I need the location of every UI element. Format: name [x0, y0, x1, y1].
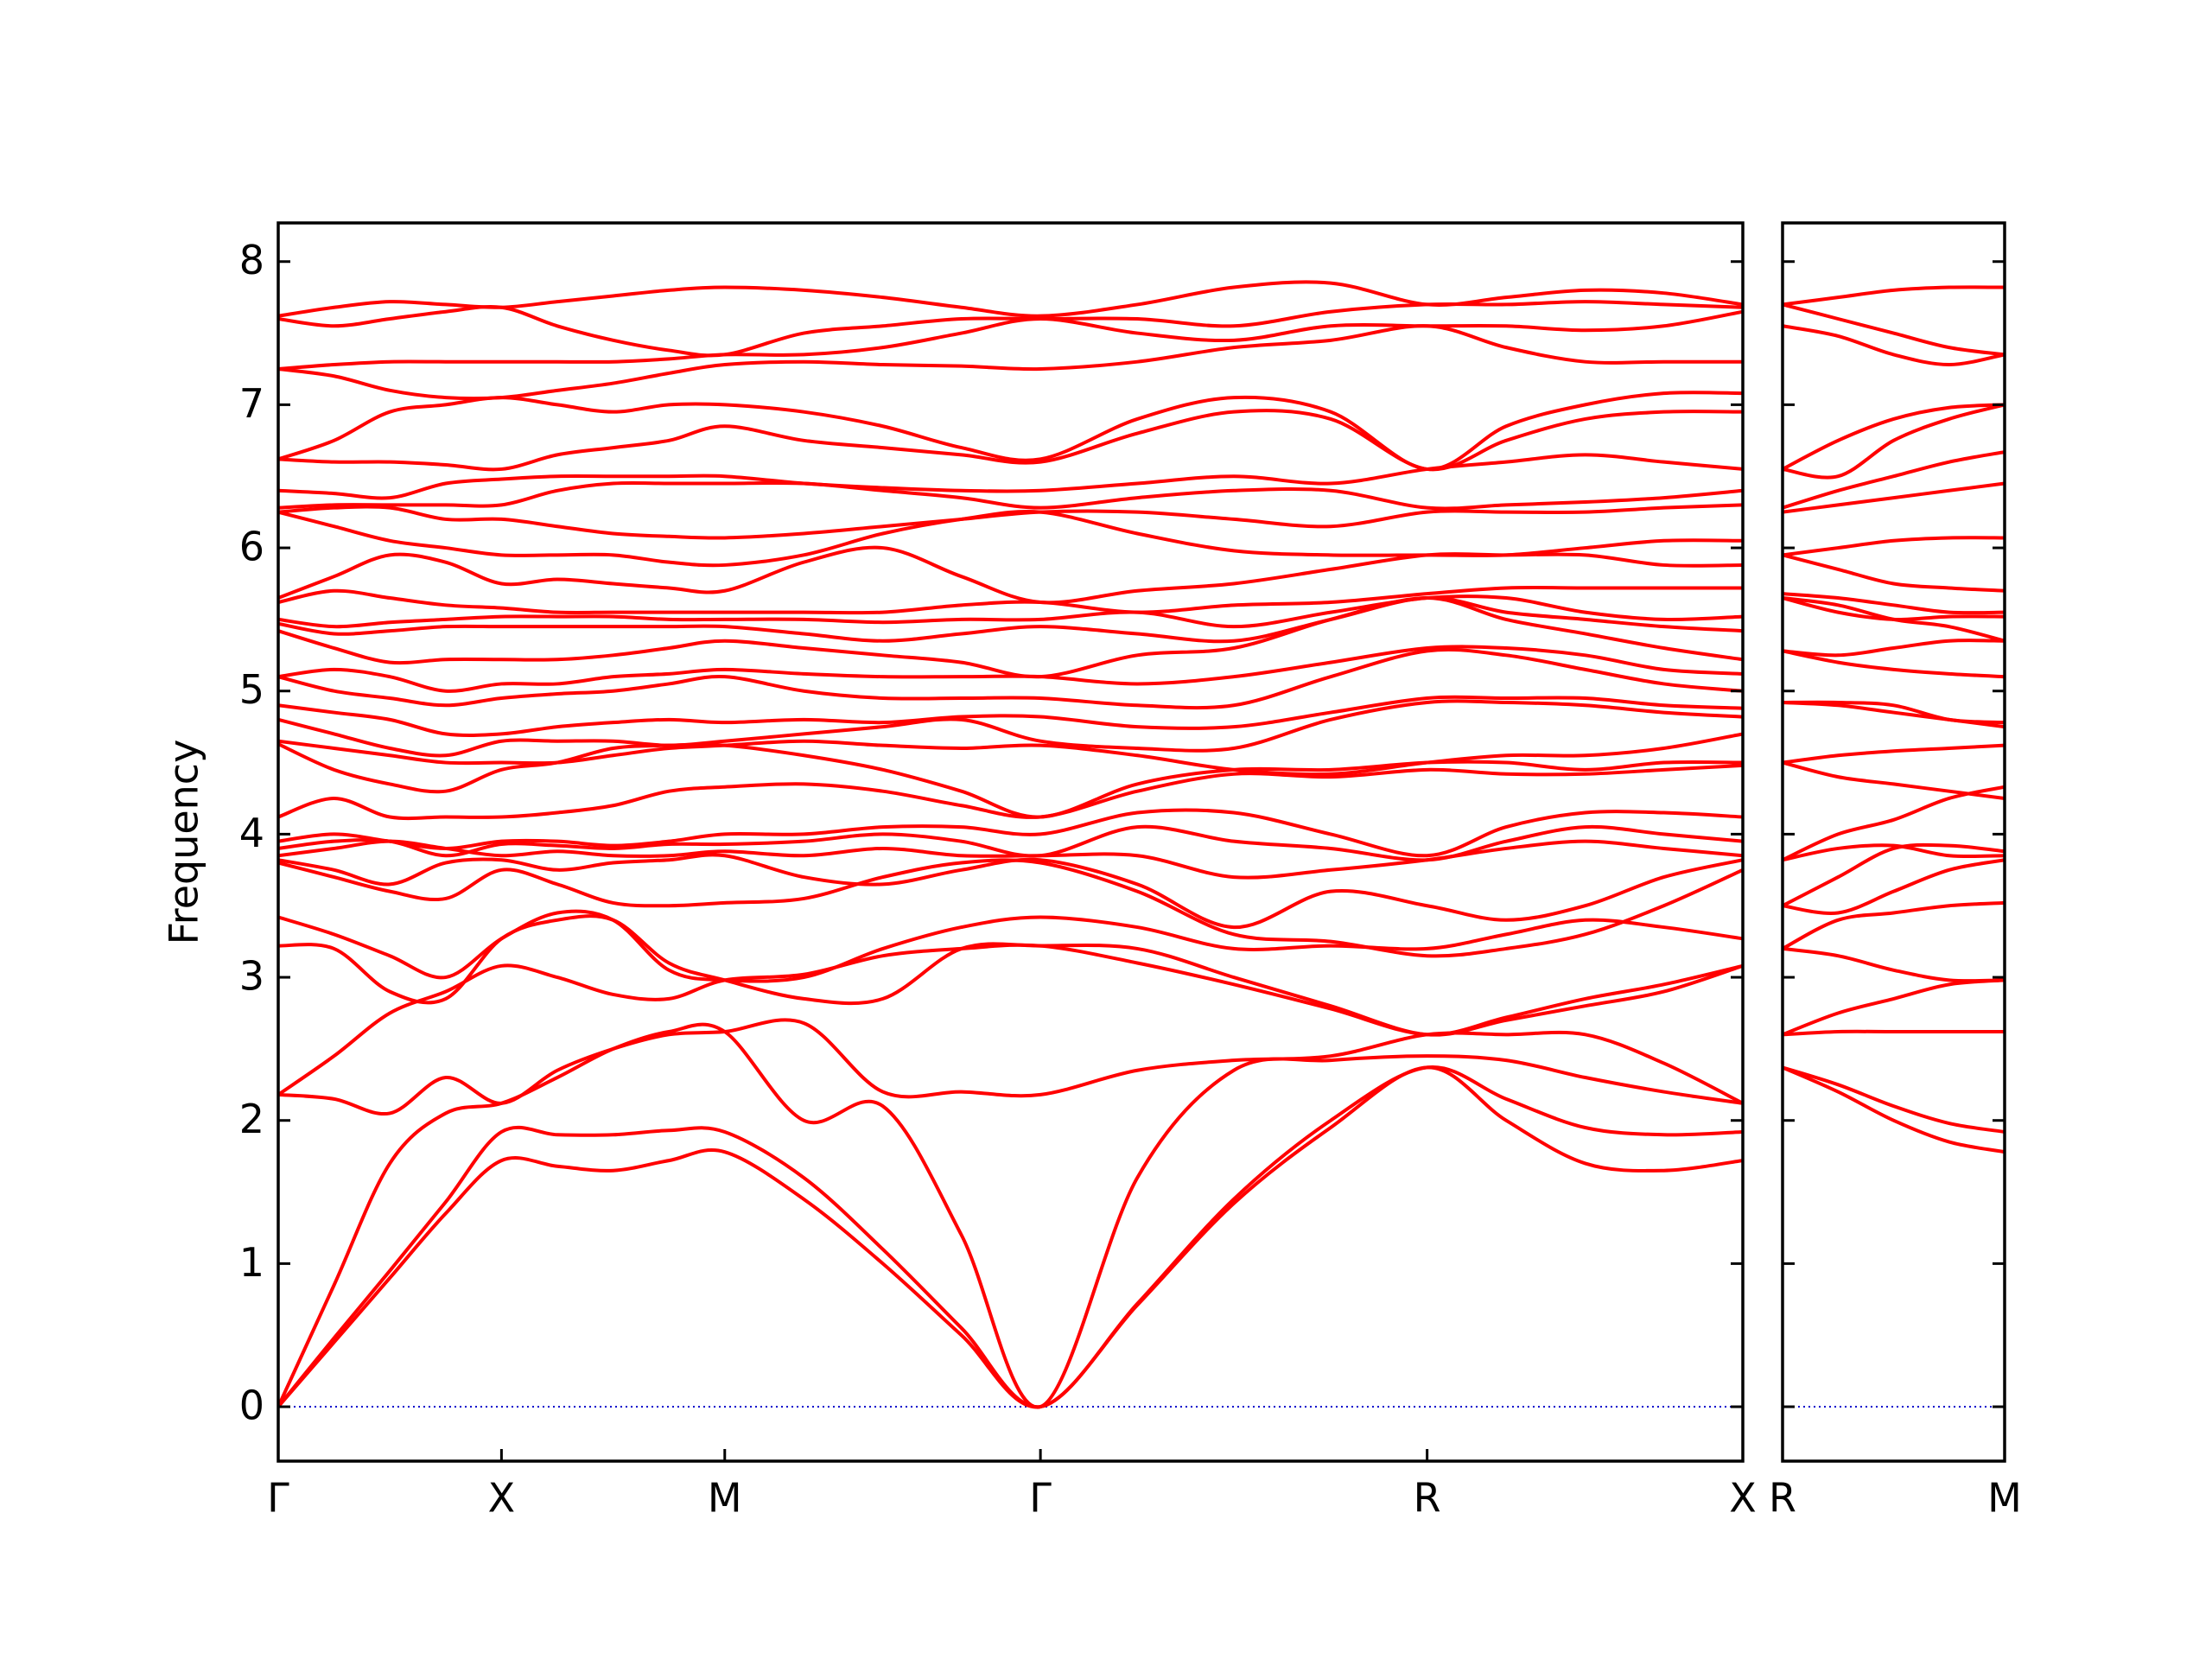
band-line — [1783, 900, 2005, 950]
band-line — [1783, 1029, 2005, 1037]
band-line — [278, 409, 1743, 472]
band-line — [278, 510, 1743, 568]
band-line — [278, 324, 1743, 401]
band-line — [1783, 760, 2005, 800]
y-tick-label: 4 — [239, 810, 264, 856]
band-line — [278, 808, 1743, 858]
band-line — [278, 280, 1743, 318]
plot-frame — [276, 221, 1745, 1463]
band-line — [278, 914, 1743, 1037]
x-tick-label: X — [1729, 1475, 1757, 1522]
band-line — [1783, 536, 2005, 557]
band-line — [278, 695, 1743, 738]
band-line — [278, 1065, 1743, 1409]
band-line — [1783, 842, 2005, 907]
band-line — [278, 585, 1743, 615]
band-line — [278, 909, 1743, 983]
band-line — [278, 453, 1743, 500]
band-line — [278, 596, 1743, 679]
band-line — [1783, 403, 2005, 471]
y-tick-label: 5 — [239, 666, 264, 713]
x-tick-label: M — [708, 1475, 742, 1522]
x-tick-label: R — [1769, 1475, 1796, 1522]
y-tick-label: 6 — [239, 524, 264, 570]
band-line — [278, 732, 1743, 777]
band-line — [278, 839, 1743, 880]
x-tick-label: M — [1987, 1475, 2022, 1522]
band-line — [1783, 324, 2005, 367]
x-tick-label: R — [1414, 1475, 1441, 1522]
band-line — [1783, 285, 2005, 307]
band-line — [278, 647, 1743, 710]
band-line — [278, 943, 1743, 1096]
band-line — [1783, 649, 2005, 679]
band-line — [1783, 858, 2005, 915]
band-line — [278, 824, 1743, 862]
plot-frame — [1781, 221, 2006, 1463]
band-line — [1783, 1065, 2005, 1154]
band-line — [278, 596, 1743, 644]
x-tick-label: Γ — [267, 1475, 289, 1522]
y-tick-label: 2 — [239, 1096, 264, 1142]
band-line — [1783, 450, 2005, 510]
band-line — [278, 1018, 1743, 1116]
band-line — [278, 1022, 1743, 1409]
band-line — [278, 763, 1743, 821]
band-line — [1783, 700, 2005, 725]
y-tick-label: 8 — [239, 237, 264, 283]
x-tick-label: Γ — [1029, 1475, 1052, 1522]
bands — [278, 280, 1743, 1409]
band-line — [278, 309, 1743, 371]
band-line — [1783, 743, 2005, 765]
band-line — [1783, 596, 2005, 622]
band-line — [278, 503, 1743, 540]
band-line — [1783, 843, 2005, 862]
y-axis-label: Frequency — [161, 740, 207, 945]
band-line — [278, 480, 1743, 511]
y-tick-label: 7 — [239, 380, 264, 427]
band-line — [1783, 553, 2005, 593]
band-line — [1783, 639, 2005, 658]
band-line — [1783, 946, 2005, 983]
band-line — [1783, 403, 2005, 480]
bands — [1783, 285, 2005, 1154]
band-line — [278, 1065, 1743, 1409]
band-line — [1783, 1065, 2005, 1134]
band-line — [278, 858, 1743, 958]
y-tick-label: 3 — [239, 953, 264, 1000]
band-line — [278, 594, 1743, 629]
band-line — [278, 853, 1743, 930]
y-tick-label: 0 — [239, 1382, 264, 1429]
band-line — [278, 645, 1743, 693]
band-line — [278, 742, 1743, 819]
band-line — [1783, 592, 2005, 615]
y-tick-label: 1 — [239, 1239, 264, 1286]
band-line — [1783, 302, 2005, 357]
x-tick-label: X — [488, 1475, 516, 1522]
band-line — [1783, 481, 2005, 514]
